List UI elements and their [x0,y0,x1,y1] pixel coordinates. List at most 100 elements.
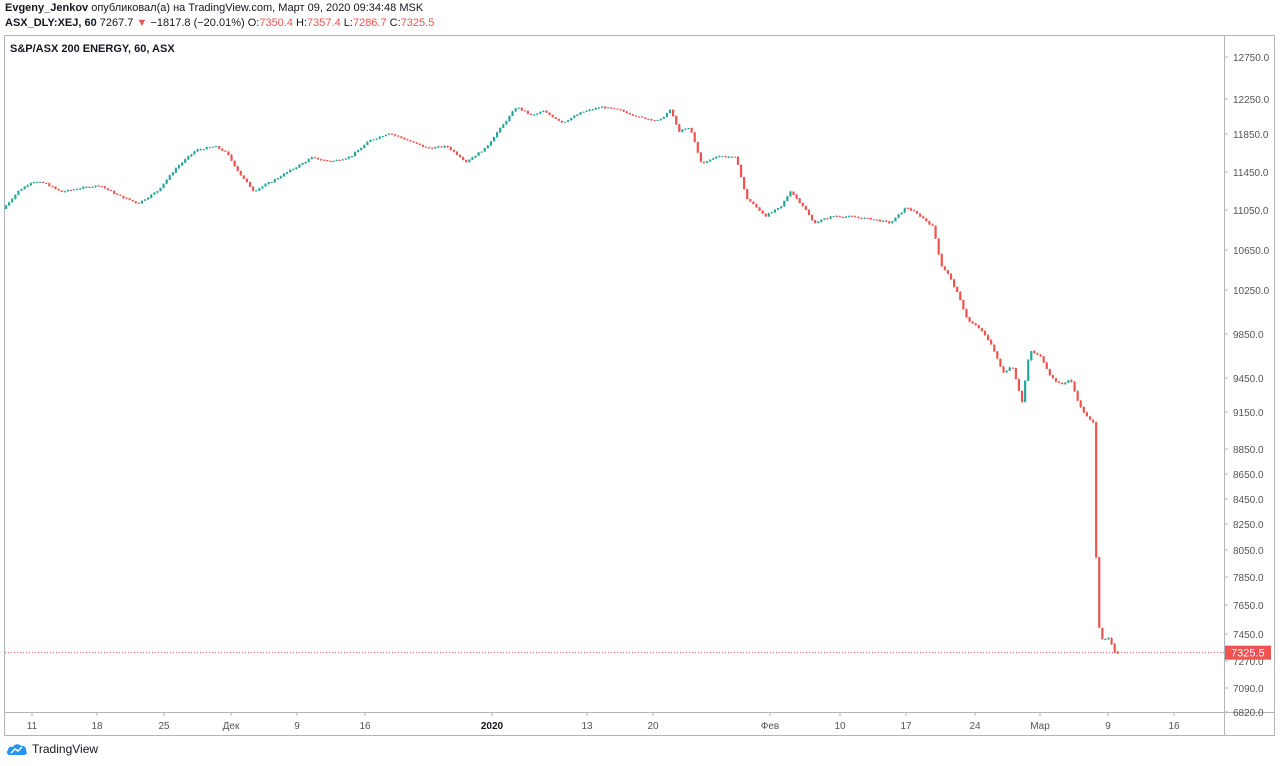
candle-body [137,202,140,204]
candle-body [681,129,684,132]
candle-body [628,113,631,115]
candle-body [91,186,94,188]
candle-body [863,217,866,219]
candle-body [295,167,298,169]
candle-body [79,188,82,190]
y-tick-label: 9850.0 [1233,330,1264,341]
tradingview-cloud-icon [6,744,27,755]
candle-body [965,309,968,318]
candle-body [545,110,548,113]
candle-body [536,113,539,115]
candle-body [1061,382,1064,384]
candle-body [165,179,168,184]
candle-body [301,163,304,165]
candle-body [557,118,560,121]
candle-body [814,220,817,224]
candle-body [32,182,35,184]
candle-body [702,161,706,163]
candle-body [755,204,758,208]
candle-body [134,201,137,203]
candle-body [919,213,922,217]
candle-body [347,156,350,159]
candle-body [174,168,178,173]
candle-body [38,181,42,183]
candle-body [82,186,85,189]
candle-body [829,216,832,219]
candle-body [517,107,520,109]
candle-body [1051,375,1055,379]
candle-body [684,129,687,131]
candle-body [11,198,14,203]
candle-body [242,175,245,179]
y-tick-label: 10650.0 [1233,246,1270,257]
candle-body [381,136,384,138]
candle-body [289,169,292,173]
candle-body [529,113,533,115]
candle-body [563,121,567,123]
candle-body [999,358,1002,367]
candle-body [721,156,724,158]
y-tick-label: 11050.0 [1233,206,1269,217]
candle-body [446,145,449,148]
price-tag-bg [1225,645,1271,660]
candle-body [922,216,925,219]
candle-body [332,160,335,162]
candle-body [962,299,965,310]
candle-body [610,107,613,109]
candle-body [727,157,730,159]
candle-body [156,191,159,193]
candle-body [100,186,103,188]
y-tick-label: 9450.0 [1233,374,1264,385]
candle-body [196,149,199,152]
candle-body [925,218,928,222]
candle-body [1116,651,1119,654]
candle-body [600,106,604,108]
candle-body [495,132,499,138]
candle-body [511,111,514,116]
candle-body [548,112,551,115]
time-axis[interactable]: 11 18 25 Дек 9 16 2020 13 20 Фев 10 17 24 Мар 9 16 [27,712,1180,732]
candle-body [366,141,369,145]
candle-body [310,157,313,160]
candle-body [1088,416,1092,420]
y-tick-label: 6820.0 [1233,708,1264,719]
chart-title: S&P/ASX 200 ENERGY, 60, ASX [10,43,175,55]
candle-body [715,156,718,159]
candle-body [625,111,628,114]
candle-body [616,108,619,110]
candle-body [662,116,665,119]
y-tick-label: 7090.0 [1233,684,1264,695]
candle-body [638,116,641,118]
y-tick-label: 11850.0 [1233,130,1269,141]
symbol-label[interactable]: ASX_DLY:XEJ, 60 [5,17,97,29]
candle-body [968,317,971,322]
candle-body [514,108,517,112]
candle-body [122,195,125,199]
y-tick-label: 8650.0 [1233,470,1264,481]
candle-body [786,196,789,202]
author-name[interactable]: Evgeny_Jenkov [5,2,89,14]
candle-body [1067,380,1070,383]
candle-body [26,185,29,187]
down-arrow-icon: ▼ [136,17,148,29]
footer-brand[interactable]: TradingView [6,742,98,756]
candle-body [931,224,934,226]
candle-body [672,109,675,117]
candle-body [693,132,696,143]
candle-body [739,164,743,177]
candle-body [881,220,885,222]
candle-body [1098,557,1101,628]
candle-body [508,115,511,122]
candle-body [1042,356,1045,363]
candle-body [261,186,264,189]
candle-body [23,186,26,190]
price-axis[interactable]: 12750.0 12250.0 11850.0 11450.0 11050.0 10650… [1224,53,1270,719]
candle-body [817,221,820,224]
candle-body [202,149,205,151]
candle-body [69,189,73,191]
candle-body [1014,367,1017,380]
candle-body [270,182,273,184]
candle-body [946,270,950,274]
high-label: H: [296,17,308,29]
